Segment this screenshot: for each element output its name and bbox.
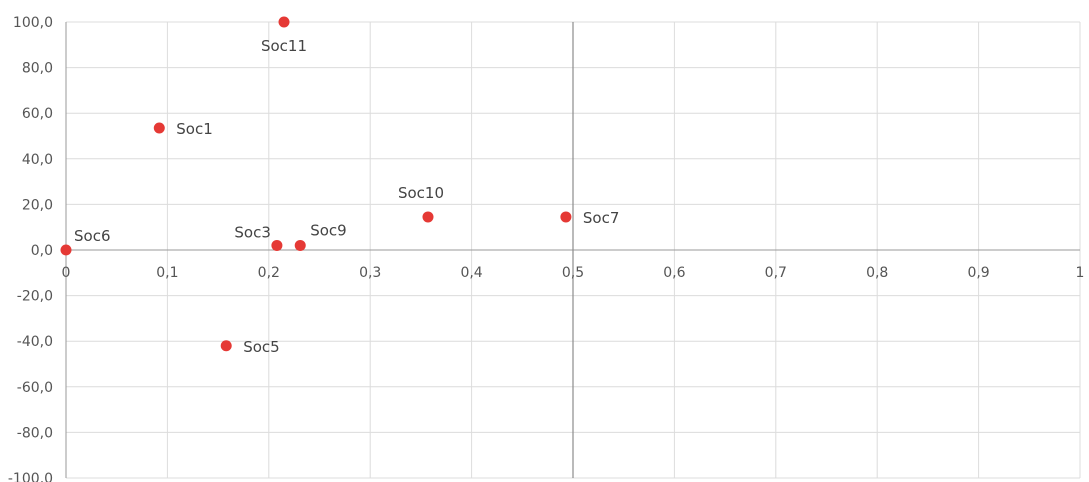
y-tick-label: 40,0: [22, 152, 53, 168]
scatter-point: [560, 211, 572, 223]
x-tick-label: 0,4: [460, 265, 482, 281]
x-tick-label: 0: [62, 265, 71, 281]
scatter-point: [60, 244, 72, 256]
scatter-point: [278, 16, 290, 28]
point-label: Soc6: [74, 227, 111, 245]
x-tick-label: 0,3: [359, 265, 381, 281]
y-tick-label: -100,0: [8, 471, 53, 482]
x-tick-label: 0,8: [866, 265, 888, 281]
y-tick-label: -40,0: [17, 334, 53, 350]
y-tick-labels: 100,0 80,0 60,0 40,0 20,0 0,0 -20,0 -40,0 -60,0 -…: [8, 15, 53, 482]
x-tick-label: 0,6: [663, 265, 685, 281]
y-tick-label: 100,0: [13, 15, 53, 31]
x-tick-labels: 0 0,1 0,2 0,3 0,4 0,5 0,6 0,7 0,8 0,9 1: [62, 265, 1085, 281]
point-label: Soc11: [261, 37, 307, 55]
scatter-point: [220, 340, 232, 352]
point-label: Soc7: [583, 209, 620, 227]
x-tick-label: 0,1: [156, 265, 178, 281]
point-label: Soc9: [310, 221, 347, 239]
scatter-point: [271, 239, 283, 251]
data-points: [60, 16, 572, 352]
x-tick-label: 0,2: [258, 265, 280, 281]
scatter-point: [422, 211, 434, 223]
y-tick-label: 0,0: [31, 243, 53, 259]
x-tick-label: 0,5: [562, 265, 584, 281]
y-tick-label: 60,0: [22, 106, 53, 122]
point-labels: Soc11 Soc1 Soc10 Soc7 Soc6 Soc3 Soc9 Soc5: [74, 37, 619, 356]
y-tick-label: -60,0: [17, 380, 53, 396]
x-tick-label: 1: [1076, 265, 1085, 281]
scatter-point: [153, 122, 165, 134]
y-tick-label: 80,0: [22, 61, 53, 77]
x-tick-label: 0,9: [967, 265, 989, 281]
point-label: Soc10: [398, 184, 444, 202]
point-label: Soc3: [234, 223, 271, 241]
x-tick-label: 0,7: [765, 265, 787, 281]
y-tick-label: -80,0: [17, 425, 53, 441]
y-tick-label: -20,0: [17, 289, 53, 305]
axes: [65, 22, 1080, 478]
point-label: Soc5: [243, 338, 280, 356]
y-tick-label: 20,0: [22, 197, 53, 213]
scatter-point: [294, 239, 306, 251]
point-label: Soc1: [176, 120, 213, 138]
